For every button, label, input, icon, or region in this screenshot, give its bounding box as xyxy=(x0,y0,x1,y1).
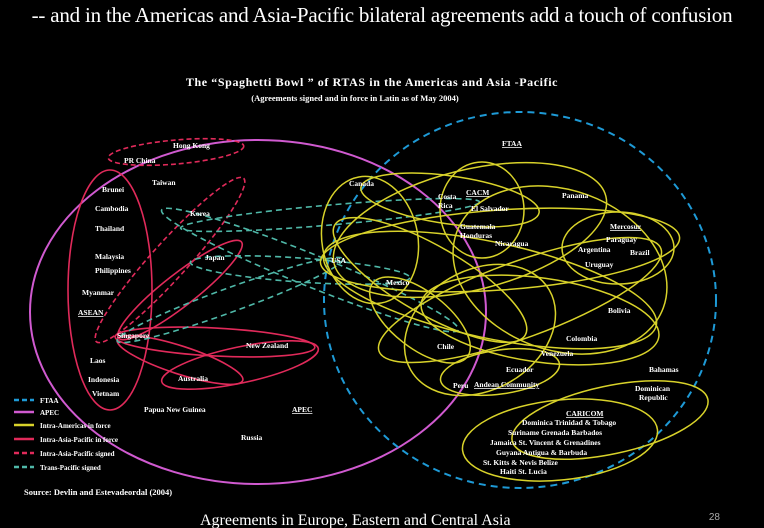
country-taiwan: Taiwan xyxy=(152,178,176,187)
legend-intra-americas: Intra-Americas in force xyxy=(40,422,111,430)
country-singapore: Singapore xyxy=(117,331,150,340)
americas-link-5 xyxy=(332,216,528,344)
diagram-subtitle: (Agreements signed and in force in Latin… xyxy=(251,93,459,103)
singapore-newzealand-link xyxy=(114,326,316,358)
country-bolivia: Bolivia xyxy=(608,306,631,315)
ftaa-ellipse xyxy=(323,111,717,489)
country-costa-rica-1: Costa xyxy=(438,192,457,201)
cacm-ellipse xyxy=(439,161,525,259)
country-mexico: Mexico xyxy=(386,278,410,287)
caricom-members-line-1: Dominica Trinidad & Tobago xyxy=(522,418,616,427)
japan-mexico-link xyxy=(189,254,411,286)
singapore-japan-link xyxy=(116,239,244,341)
caricom-label: CARICOM xyxy=(566,409,604,418)
americas-link-9 xyxy=(360,172,540,228)
legend-intra-asia-force: Intra-Asia-Pacific in force xyxy=(40,436,118,444)
caricom-dr-link xyxy=(511,380,709,460)
mercosur-label: Mercosur xyxy=(610,222,642,231)
country-honduras: Honduras xyxy=(460,231,492,240)
caricom-members-line-2: Suriname Grenada Barbados xyxy=(508,428,602,437)
americas-link-3 xyxy=(332,161,608,299)
country-usa: USA xyxy=(331,256,347,265)
caricom-members-line-4: Guyana Antigua & Barbuda xyxy=(496,448,587,457)
country-laos: Laos xyxy=(90,356,106,365)
country-malaysia: Malaysia xyxy=(95,252,124,261)
country-guatemala: Guatemala xyxy=(460,222,496,231)
country-japan: Japan xyxy=(205,253,225,262)
caricom-members-line-5: St. Kitts & Nevis Belize xyxy=(483,458,558,467)
diagram-title: The “Spaghetti Bowl ” of RTAS in the Ame… xyxy=(186,75,558,89)
legend-ftaa: FTAA xyxy=(40,397,59,405)
country-paraguay: Paraguay xyxy=(606,235,637,244)
country-costa-rica-2: Rica xyxy=(438,201,453,210)
country-panama: Panama xyxy=(562,191,589,200)
trans-pacific-links xyxy=(116,197,481,344)
country-dominican-republic-1: Dominican xyxy=(635,384,671,393)
country-nicaragua: Nicaragua xyxy=(495,239,529,248)
country-australia: Australia xyxy=(178,374,208,383)
country-canada: Canada xyxy=(349,179,374,188)
country-thailand: Thailand xyxy=(95,224,125,233)
source-note: Source: Devlin and Estevadeordal (2004) xyxy=(24,487,173,497)
americas-link-8 xyxy=(452,185,668,355)
slide-headline: -- and in the Americas and Asia-Pacific … xyxy=(31,3,733,27)
intra-asia-links xyxy=(67,137,320,411)
slide-number: 28 xyxy=(708,512,720,523)
country-myanmar: Myanmar xyxy=(82,288,115,297)
country-colombia: Colombia xyxy=(566,334,598,343)
country-brunei: Brunei xyxy=(102,185,124,194)
country-vietnam: Vietnam xyxy=(92,389,120,398)
asean-label: ASEAN xyxy=(78,308,104,317)
ftaa-label: FTAA xyxy=(502,139,522,148)
country-argentina: Argentina xyxy=(578,245,611,254)
apec-ellipse xyxy=(29,139,487,485)
singapore-usa-link xyxy=(116,256,344,344)
country-bahamas: Bahamas xyxy=(649,365,679,374)
country-russia: Russia xyxy=(241,433,263,442)
country-hong-kong: Hong Kong xyxy=(173,141,210,150)
country-brazil: Brazil xyxy=(630,248,650,257)
caricom-members-line-3: Jamaica St. Vincent & Grenadines xyxy=(490,438,601,447)
cacm-label: CACM xyxy=(466,188,489,197)
asean-ellipse xyxy=(67,169,153,411)
caricom-ellipse xyxy=(461,398,659,482)
legend-apec: APEC xyxy=(40,409,59,417)
country-pr-china: PR China xyxy=(124,156,156,165)
hongkong-china-link xyxy=(107,137,245,167)
americas-link-1 xyxy=(319,207,681,293)
legend-trans-pacific: Trans-Pacific signed xyxy=(40,464,101,472)
country-indonesia: Indonesia xyxy=(88,375,120,384)
mexico-chile-link xyxy=(368,276,472,364)
country-uruguay: Uruguay xyxy=(585,260,614,269)
country-philippines: Philippines xyxy=(95,266,131,275)
country-peru: Peru xyxy=(453,381,468,390)
country-venezuela: Venezuela xyxy=(541,349,573,358)
country-ecuador: Ecuador xyxy=(506,365,534,374)
caricom-members-line-6: Haiti St. Lucia xyxy=(500,467,547,476)
apec-label: APEC xyxy=(292,405,312,414)
taiwan-panama-link xyxy=(179,197,481,233)
legend: FTAA APEC Intra-Americas in force Intra-… xyxy=(14,397,118,472)
country-korea: Korea xyxy=(190,209,210,218)
intra-americas-links xyxy=(319,161,709,482)
andean-label: Andean Community xyxy=(474,380,539,389)
legend-intra-asia-signed: Intra-Asia-Pacific signed xyxy=(40,450,115,458)
country-cambodia: Cambodia xyxy=(95,204,129,213)
andean-ellipse xyxy=(439,347,561,397)
country-el-salvador: El Salvador xyxy=(471,204,509,213)
australia-newzealand-link xyxy=(160,339,320,391)
asean-china-link xyxy=(94,176,246,344)
next-headline-cut: Agreements in Europe, Eastern and Centra… xyxy=(200,512,511,528)
country-dominican-republic-2: Republic xyxy=(639,393,668,402)
country-new-zealand: New Zealand xyxy=(246,341,289,350)
country-papua-new-guinea: Papua New Guinea xyxy=(144,405,206,414)
americas-link-7 xyxy=(403,263,557,397)
country-chile: Chile xyxy=(437,342,455,351)
